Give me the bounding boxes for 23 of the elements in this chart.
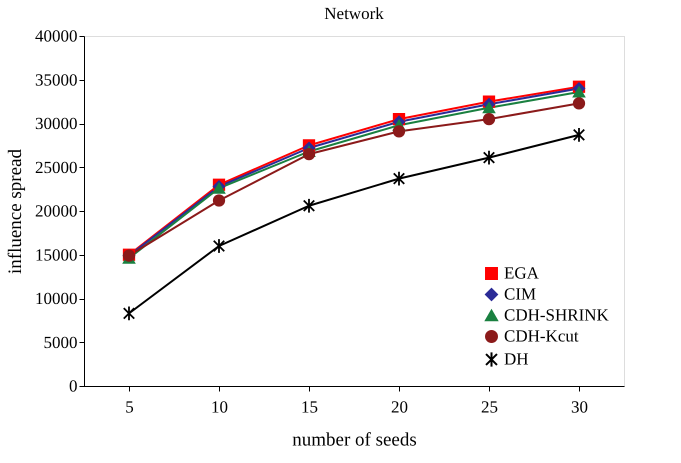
x-tick-label: 5 <box>125 398 134 416</box>
legend-label: CDH-SHRINK <box>504 306 610 324</box>
legend-label: EGA <box>504 264 540 282</box>
y-tick-label: 5000 <box>44 332 78 352</box>
x-tick-label: 20 <box>391 398 408 416</box>
chart-title: Network <box>324 4 384 23</box>
y-tick-label: 40000 <box>35 26 78 46</box>
y-tick-label: 35000 <box>35 70 78 90</box>
y-tick-label: 20000 <box>35 202 78 220</box>
legend-label: CIM <box>504 284 536 304</box>
x-tick-label: 30 <box>571 398 588 416</box>
y-tick-label: 30000 <box>35 114 78 133</box>
legend-label: DH <box>504 350 529 368</box>
y-tick-label: 0 <box>69 376 78 396</box>
legend-label: CDH-Kcut <box>504 326 579 346</box>
y-tick-label: 10000 <box>35 289 78 308</box>
x-axis-title: number of seeds <box>292 430 417 450</box>
y-tick-label: 15000 <box>35 245 78 264</box>
y-tick-label: 25000 <box>35 158 78 177</box>
x-tick-label: 25 <box>481 398 498 416</box>
y-axis-title: influence spread <box>5 148 26 274</box>
x-tick-label: 15 <box>301 398 318 416</box>
x-tick-label: 10 <box>211 398 228 416</box>
